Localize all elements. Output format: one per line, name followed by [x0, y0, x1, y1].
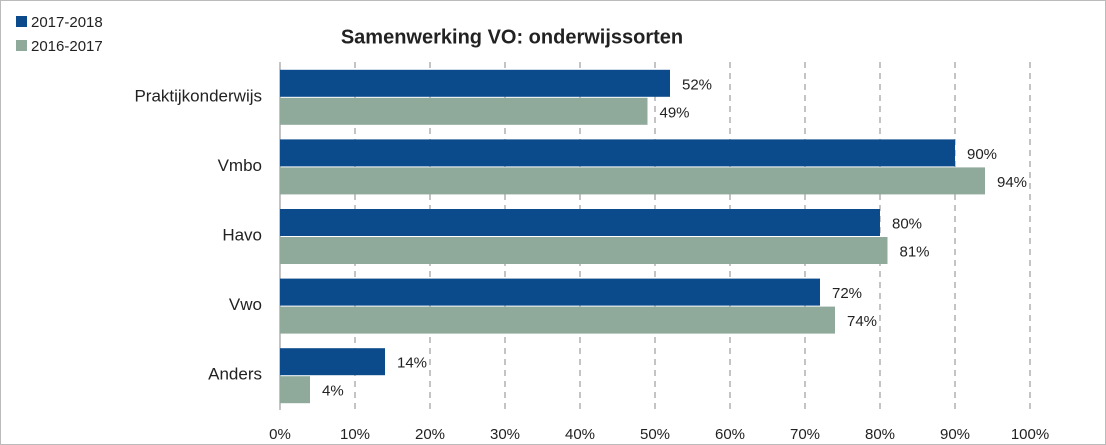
x-tick-label: 0% [269, 426, 291, 443]
y-tick-label: Praktijkonderwijs [134, 86, 262, 105]
bar [280, 209, 880, 236]
bar [280, 167, 985, 195]
y-tick-label: Vwo [229, 295, 262, 314]
bar [280, 237, 888, 264]
y-tick-label: Vmbo [218, 156, 262, 175]
value-label: 4% [322, 383, 344, 400]
x-tick-label: 30% [490, 426, 520, 443]
y-tick-label: Havo [222, 225, 262, 244]
x-tick-label: 20% [415, 426, 445, 443]
bar [280, 69, 670, 97]
x-tick-label: 70% [790, 426, 820, 443]
value-label: 49% [660, 104, 690, 121]
x-tick-label: 50% [640, 426, 670, 443]
value-label: 52% [682, 76, 712, 93]
bar [280, 97, 648, 125]
bar [280, 278, 820, 306]
x-tick-label: 40% [565, 426, 595, 443]
value-label: 90% [967, 146, 997, 163]
bar [280, 348, 385, 376]
value-label: 74% [847, 313, 877, 330]
bar [280, 376, 310, 404]
bar [280, 139, 955, 167]
x-tick-label: 80% [865, 426, 895, 443]
x-tick-label: 100% [1011, 426, 1049, 443]
value-label: 80% [892, 215, 922, 232]
legend-swatch [16, 40, 27, 51]
bar [280, 306, 835, 334]
chart-title: Samenwerking VO: onderwijssorten [341, 26, 683, 48]
x-tick-label: 60% [715, 426, 745, 443]
legend-label: 2017-2018 [31, 14, 103, 31]
value-label: 81% [900, 243, 930, 260]
x-tick-label: 10% [340, 426, 370, 443]
value-label: 94% [997, 174, 1027, 191]
value-label: 14% [397, 355, 427, 372]
legend-label: 2016-2017 [31, 38, 103, 55]
legend-swatch [16, 16, 27, 27]
x-tick-label: 90% [940, 426, 970, 443]
value-label: 72% [832, 285, 862, 302]
y-tick-label: Anders [208, 365, 262, 384]
